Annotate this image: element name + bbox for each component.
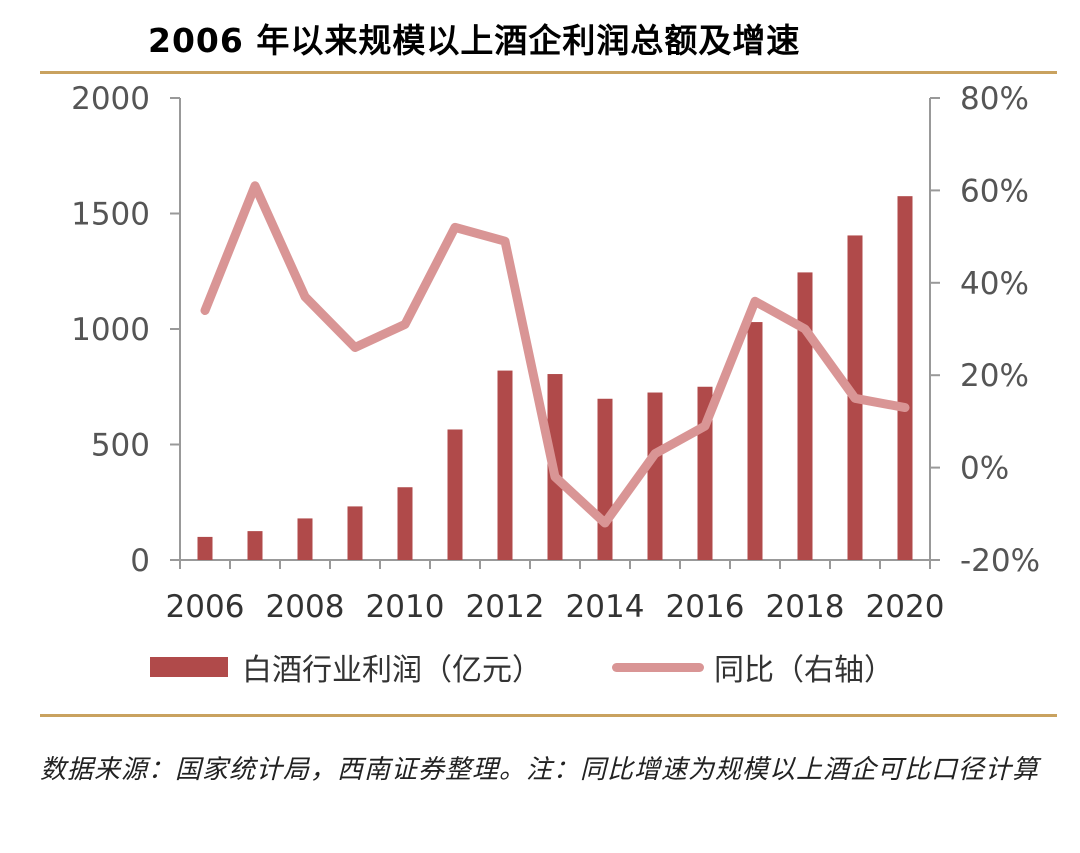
left-axis-tick-label: 2000	[71, 81, 150, 117]
legend-item-bar: 白酒行业利润（亿元）	[150, 645, 542, 689]
legend-label-line: 同比（右轴）	[714, 653, 894, 688]
x-axis-tick-label: 2010	[366, 589, 445, 625]
legend-label-bar: 白酒行业利润（亿元）	[242, 653, 542, 688]
bar	[747, 322, 763, 560]
legend-swatch-bar	[150, 657, 228, 677]
x-axis-tick-label: 2014	[566, 589, 645, 625]
legend-swatch-line	[612, 662, 704, 672]
legend-item-line: 同比（右轴）	[612, 645, 894, 689]
left-axis-tick-label: 0	[130, 543, 150, 579]
left-axis-tick-label: 1000	[71, 312, 150, 348]
right-axis-tick-label: 60%	[960, 173, 1029, 209]
right-axis-tick-label: -20%	[960, 543, 1040, 579]
bar	[497, 370, 513, 560]
chart-area: 0 500 1000 1500 2000 -20% 0% 20% 40% 60% 80% 2006 20…	[71, 81, 1040, 625]
bar	[647, 392, 663, 560]
chart-title: 2006 年以来规模以上酒企利润总额及增速	[148, 21, 801, 60]
legend: 白酒行业利润（亿元） 同比（右轴）	[150, 645, 894, 689]
bottom-divider	[40, 714, 1057, 717]
right-axis-tick-label: 40%	[960, 266, 1029, 302]
x-axis-tick-label: 2006	[166, 589, 245, 625]
x-axis-tick-label: 2018	[766, 589, 845, 625]
top-divider	[40, 71, 1057, 74]
left-axis-tick-label: 500	[91, 428, 150, 464]
x-axis-tick-label: 2008	[266, 589, 345, 625]
right-axis-tick-label: 20%	[960, 358, 1029, 394]
source-note: 数据来源：国家统计局，西南证券整理。注：同比增速为规模以上酒企可比口径计算	[40, 755, 1040, 785]
right-axis-tick-label: 0%	[960, 451, 1009, 487]
x-axis-tick-label: 2020	[866, 589, 945, 625]
bar	[247, 531, 263, 560]
bar	[897, 196, 913, 561]
bar	[197, 536, 213, 560]
bar	[447, 429, 463, 560]
right-axis-tick-label: 80%	[960, 81, 1029, 117]
bar	[597, 398, 613, 560]
x-axis-tick-label: 2012	[466, 589, 545, 625]
x-axis-tick-label: 2016	[666, 589, 745, 625]
bar	[397, 487, 413, 560]
bar	[797, 272, 813, 560]
bar	[297, 518, 313, 560]
bar	[347, 506, 363, 560]
left-axis-tick-label: 1500	[71, 197, 150, 233]
